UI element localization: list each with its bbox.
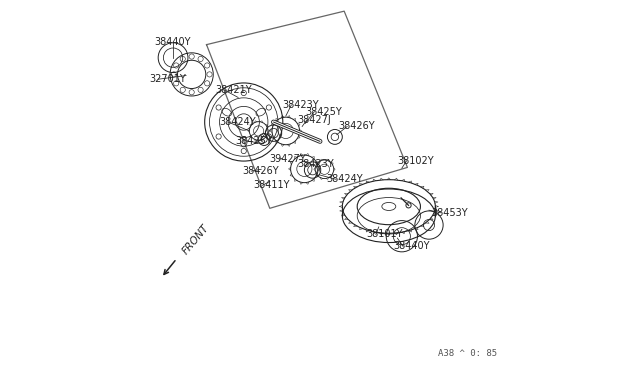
Text: 32701Y: 32701Y xyxy=(149,74,186,84)
Text: 38425Y: 38425Y xyxy=(235,136,272,145)
Text: 38453Y: 38453Y xyxy=(431,208,468,218)
Text: 39427Y: 39427Y xyxy=(270,154,307,164)
Text: 38440Y: 38440Y xyxy=(394,241,430,251)
Text: 38425Y: 38425Y xyxy=(305,107,342,116)
Text: 38426Y: 38426Y xyxy=(338,122,374,131)
Text: 38423Y: 38423Y xyxy=(298,159,334,169)
Text: 38101Y: 38101Y xyxy=(367,230,403,239)
Text: FRONT: FRONT xyxy=(180,223,211,257)
Text: 38102Y: 38102Y xyxy=(397,156,434,166)
Text: A38 ^ 0: 85: A38 ^ 0: 85 xyxy=(438,349,497,358)
Text: 38424Y: 38424Y xyxy=(219,117,255,127)
Text: 38427J: 38427J xyxy=(298,115,332,125)
Text: 38424Y: 38424Y xyxy=(326,174,364,184)
Text: 38421Y: 38421Y xyxy=(215,85,252,95)
Text: 38440Y: 38440Y xyxy=(155,37,191,47)
Text: 38426Y: 38426Y xyxy=(242,166,278,176)
Text: 38423Y: 38423Y xyxy=(282,100,319,110)
Text: 38411Y: 38411Y xyxy=(253,180,289,190)
